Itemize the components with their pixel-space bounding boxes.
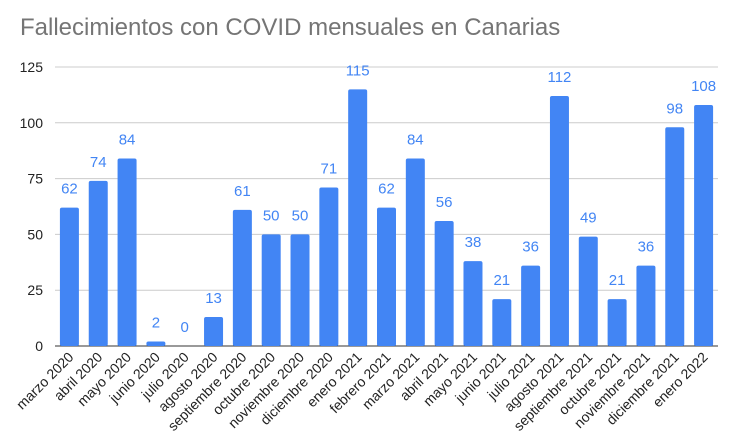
data-label: 50 xyxy=(263,207,280,224)
bar xyxy=(405,158,425,346)
bar xyxy=(146,341,166,346)
bars xyxy=(59,89,714,347)
data-label: 49 xyxy=(580,210,597,227)
data-label: 36 xyxy=(638,239,655,256)
data-label: 62 xyxy=(378,181,395,198)
bar xyxy=(377,207,396,346)
data-label: 61 xyxy=(234,183,251,200)
bar xyxy=(665,127,685,346)
y-tick-label: 50 xyxy=(27,226,43,242)
bar xyxy=(549,96,569,347)
bar xyxy=(434,221,454,346)
bar xyxy=(261,234,281,346)
bar xyxy=(319,187,339,346)
chart-title: Fallecimientos con COVID mensuales en Ca… xyxy=(20,14,561,41)
bar xyxy=(578,236,598,346)
data-label: 115 xyxy=(346,62,370,79)
data-label: 71 xyxy=(321,161,338,178)
bar xyxy=(636,265,656,346)
bar xyxy=(607,299,627,346)
y-tick-label: 75 xyxy=(27,171,43,187)
bar xyxy=(204,316,224,346)
bar xyxy=(463,261,483,346)
bar xyxy=(521,265,541,346)
bar xyxy=(59,207,79,346)
data-label: 98 xyxy=(666,100,683,117)
bar xyxy=(232,209,252,346)
data-label: 108 xyxy=(691,78,716,95)
y-tick-label: 0 xyxy=(35,338,43,354)
bar xyxy=(694,104,714,346)
data-labels: 62 74 84 2 0 13 61 50 50 71 115 62 84 56 38 21 36 112 49 21… xyxy=(61,62,716,336)
data-label: 50 xyxy=(292,207,309,224)
data-label: 2 xyxy=(152,315,160,332)
data-label: 112 xyxy=(547,69,571,86)
bar xyxy=(348,89,368,346)
data-label: 36 xyxy=(522,239,539,256)
data-label: 62 xyxy=(61,181,78,198)
data-label: 0 xyxy=(181,319,189,336)
data-label: 21 xyxy=(609,272,626,289)
y-tick-label: 100 xyxy=(20,115,44,131)
data-label: 21 xyxy=(493,272,510,289)
bar xyxy=(290,234,310,346)
bar xyxy=(492,299,512,346)
bar xyxy=(117,158,137,346)
data-label: 84 xyxy=(407,132,424,149)
data-label: 38 xyxy=(465,234,482,251)
bar xyxy=(88,180,108,346)
data-label: 74 xyxy=(90,154,107,171)
data-label: 13 xyxy=(205,290,222,307)
data-label: 56 xyxy=(436,194,453,211)
data-label: 84 xyxy=(119,132,136,149)
y-tick-label: 125 xyxy=(20,59,44,75)
y-tick-label: 25 xyxy=(27,282,43,298)
y-axis-ticks: 0 25 50 75 100 125 xyxy=(20,59,44,354)
